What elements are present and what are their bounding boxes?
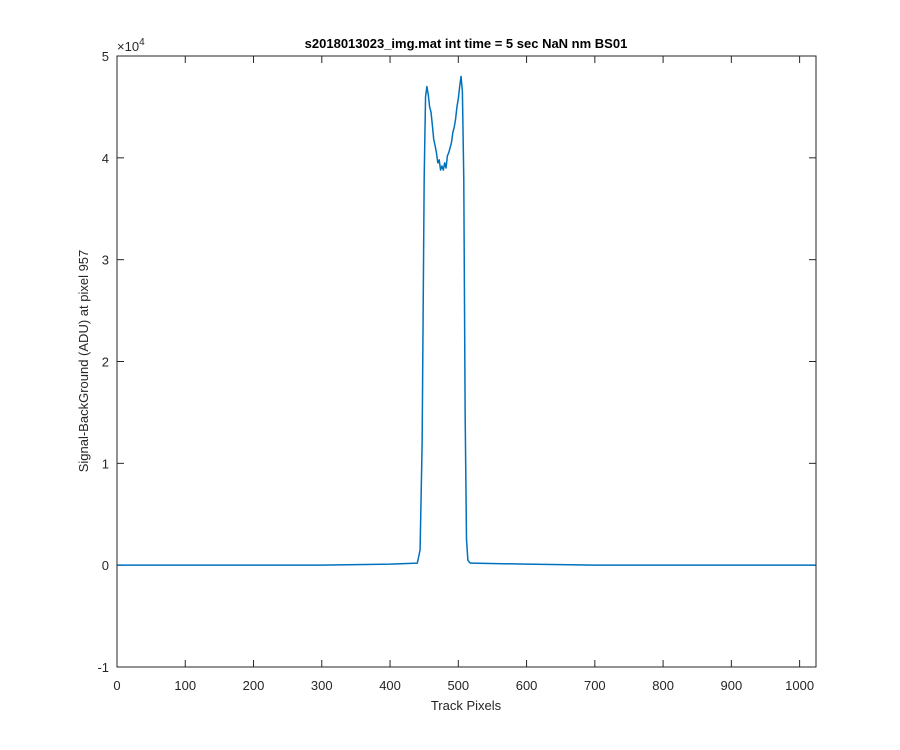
svg-text:×104: ×104 — [117, 37, 145, 54]
plot-area — [117, 56, 816, 667]
y-axis-label: Signal-BackGround (ADU) at pixel 957 — [76, 250, 91, 473]
y-tick-label: 1 — [102, 456, 109, 471]
chart-title: s2018013023_img.mat int time = 5 sec NaN… — [305, 36, 628, 51]
x-tick-label: 400 — [379, 678, 401, 693]
x-tick-label: 500 — [447, 678, 469, 693]
x-tick-label: 800 — [652, 678, 674, 693]
y-tick-label: 0 — [102, 558, 109, 573]
y-tick-label: 2 — [102, 355, 109, 370]
x-tick-label: 100 — [174, 678, 196, 693]
y-exponent-base: ×10 — [117, 39, 139, 54]
x-tick-label: 1000 — [785, 678, 814, 693]
x-tick-label: 900 — [721, 678, 743, 693]
series-line — [117, 75, 816, 566]
x-tick-label: 600 — [516, 678, 538, 693]
y-tick-label: 3 — [102, 253, 109, 268]
y-exponent-label: ×104 — [117, 37, 145, 54]
x-axis: 0 100 200 300 400 500 600 700 800 900 1000 — [113, 56, 814, 693]
x-tick-label: 300 — [311, 678, 333, 693]
y-tick-label: 5 — [102, 49, 109, 64]
y-tick-label: 4 — [102, 151, 109, 166]
y-tick-label: -1 — [97, 660, 109, 675]
x-tick-label: 700 — [584, 678, 606, 693]
x-axis-label: Track Pixels — [431, 698, 502, 713]
plot-frame — [116, 55, 817, 668]
x-tick-label: 200 — [243, 678, 265, 693]
y-exponent-power: 4 — [139, 37, 145, 48]
x-tick-label: 0 — [113, 678, 120, 693]
